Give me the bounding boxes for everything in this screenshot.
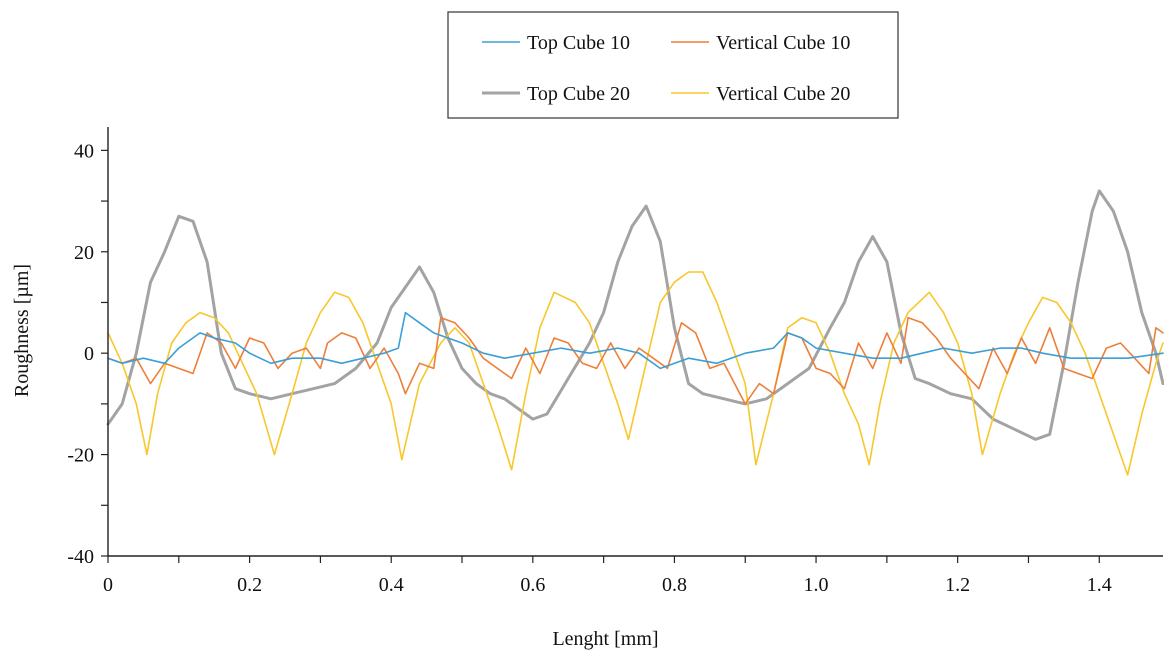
y-ticks: -40 -20 0 20 40 bbox=[67, 140, 108, 568]
x-tick-label: 0 bbox=[103, 574, 113, 596]
y-tick-label: 40 bbox=[74, 140, 94, 162]
series-line-top-cube-20 bbox=[106, 189, 1164, 441]
x-tick-label: 1.0 bbox=[804, 574, 829, 596]
x-ticks: 0 0.2 0.4 0.6 0.8 1.0 1.2 1.4 bbox=[103, 556, 1112, 596]
legend-box bbox=[447, 11, 899, 119]
x-tick-label: 0.2 bbox=[237, 574, 262, 596]
y-tick-label: -40 bbox=[67, 546, 94, 568]
x-tick-label: 0.4 bbox=[379, 574, 404, 596]
legend-label-vertical-cube-10: Vertical Cube 10 bbox=[716, 32, 850, 54]
series-line-vertical-cube-10 bbox=[107, 316, 1164, 405]
x-tick-label: 1.2 bbox=[945, 574, 970, 596]
x-tick-label: 0.6 bbox=[520, 574, 545, 596]
series-group bbox=[106, 189, 1164, 476]
series-line-vertical-cube-20 bbox=[107, 271, 1164, 476]
legend-label-top-cube-20: Top Cube 20 bbox=[527, 83, 630, 105]
x-tick-label: 1.4 bbox=[1087, 574, 1112, 596]
axes-group bbox=[107, 127, 1163, 557]
series-line-top-cube-10 bbox=[107, 311, 1164, 370]
legend-label-vertical-cube-20: Vertical Cube 20 bbox=[716, 83, 850, 105]
x-tick-label: 0.8 bbox=[662, 574, 687, 596]
y-tick-label: 0 bbox=[84, 343, 94, 365]
legend-label-top-cube-10: Top Cube 10 bbox=[527, 32, 630, 54]
x-axis-title: Lenght [mm] bbox=[552, 628, 658, 650]
y-axis-title: Roughness [µm] bbox=[11, 264, 33, 397]
y-tick-label: 20 bbox=[74, 242, 94, 264]
legend: Top Cube 10 Vertical Cube 10 Top Cube 20 Ve… bbox=[447, 11, 899, 119]
y-tick-label: -20 bbox=[67, 445, 94, 467]
